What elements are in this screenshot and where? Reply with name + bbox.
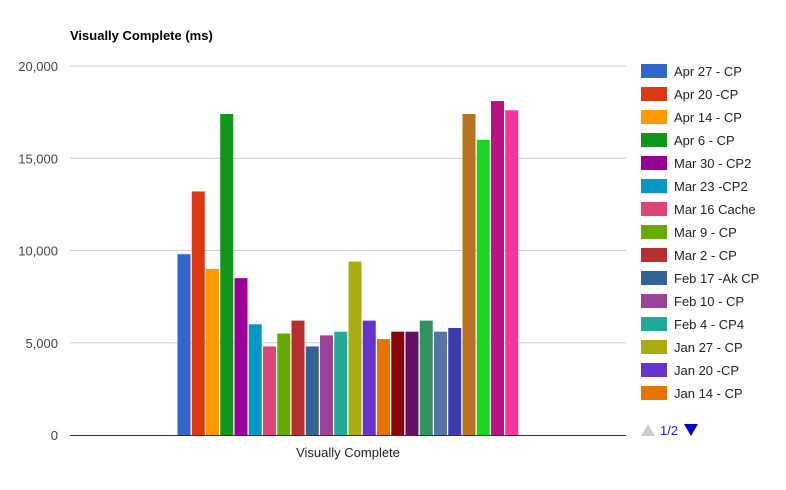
bar[interactable] [405,331,419,435]
bar[interactable] [291,320,305,435]
bar[interactable] [419,320,433,435]
bar[interactable] [448,327,462,435]
bar[interactable] [362,320,376,435]
legend-pager: 1/2 [641,423,698,438]
legend-swatch [641,340,667,354]
bar[interactable] [334,331,348,435]
gridlines [70,65,626,344]
bar[interactable] [434,331,447,435]
bar[interactable] [391,331,405,435]
bars [177,101,519,436]
y-tick-label: 15,000 [18,151,58,166]
legend-swatch [641,133,667,147]
bar[interactable] [462,113,476,435]
bar[interactable] [234,278,248,435]
legend-entry: Mar 30 - CP2 [674,156,751,171]
legend-swatch [641,179,667,193]
legend-page-indicator: 1/2 [660,423,678,438]
y-tick-label: 0 [51,428,58,443]
legend-entry: Apr 20 -CP [674,87,738,102]
legend-entry: Mar 2 - CP [674,248,737,263]
bar[interactable] [206,268,219,435]
legend-entry: Jan 20 -CP [674,363,739,378]
legend-entry: Jan 27 - CP [674,340,743,355]
bar[interactable] [277,333,291,435]
legend-swatch [641,363,667,377]
bar[interactable] [377,339,390,435]
legend-swatch [641,317,667,331]
bar[interactable] [263,346,276,435]
legend-entry: Feb 4 - CP4 [674,317,744,332]
legend-entry: Mar 9 - CP [674,225,737,240]
legend-entry: Jan 14 - CP [674,386,743,401]
y-tick-label: 5,000 [25,336,58,351]
legend-swatch [641,386,667,400]
legend-swatch [641,87,667,101]
legend-entry: Apr 14 - CP [674,110,742,125]
bar[interactable] [505,110,519,435]
bar[interactable] [476,139,490,436]
triangle-up-icon[interactable] [641,424,655,436]
y-axis-ticks: 0 5,000 10,000 15,000 20,000 [18,59,58,443]
y-tick-label: 10,000 [18,244,58,259]
bar[interactable] [348,261,362,435]
legend-swatch [641,248,667,262]
bar[interactable] [177,254,191,435]
legend-entry: Mar 23 -CP2 [674,179,748,194]
bar[interactable] [320,335,333,435]
legend-swatch [641,202,667,216]
legend-swatch [641,271,667,285]
legend-swatch [641,294,667,308]
chart-title: Visually Complete (ms) [70,28,213,43]
bar[interactable] [248,324,262,435]
bar[interactable] [220,113,234,435]
legend-entry: Mar 16 Cache [674,202,756,217]
legend-entry: Feb 10 - CP [674,294,744,309]
legend-swatch [641,64,667,78]
x-category-label: Visually Complete [296,445,400,460]
legend-swatch [641,225,667,239]
legend-swatch [641,156,667,170]
legend: Apr 27 - CP Apr 20 -CP Apr 14 - CP Apr 6 - … [641,64,759,401]
legend-entry: Feb 17 -Ak CP [674,271,759,286]
y-tick-label: 20,000 [18,59,58,74]
triangle-down-icon[interactable] [684,424,698,436]
legend-entry: Apr 27 - CP [674,64,742,79]
bar[interactable] [491,101,504,436]
bar[interactable] [305,346,319,435]
legend-entry: Apr 6 - CP [674,133,735,148]
bar[interactable] [191,191,205,435]
legend-swatch [641,110,667,124]
